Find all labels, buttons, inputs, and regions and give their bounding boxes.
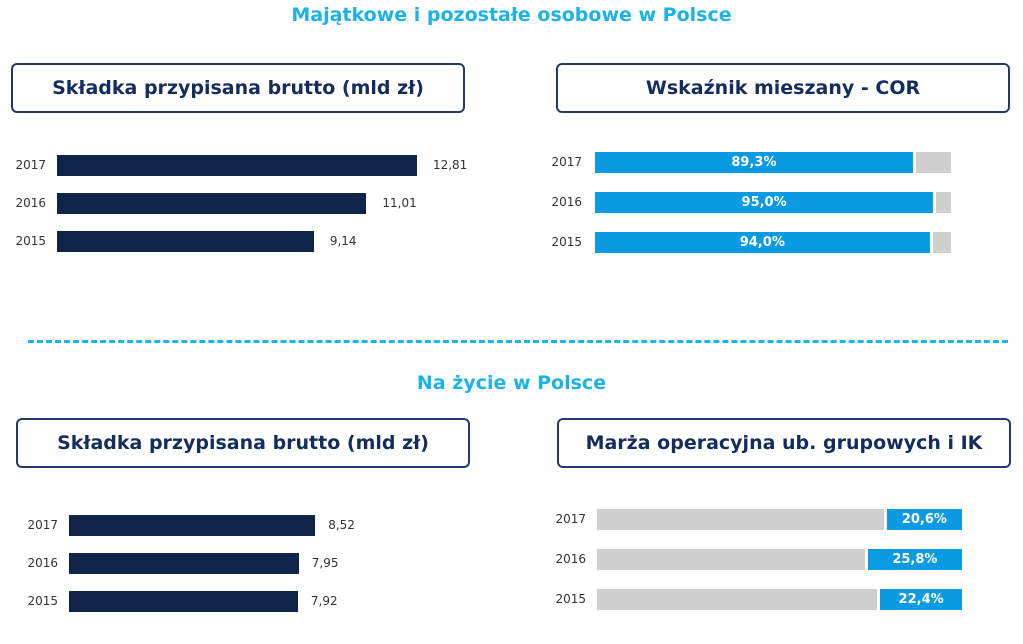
- panel-header-combined-ratio: Wskaźnik mieszany - COR: [556, 63, 1010, 113]
- year-label: 2017: [15, 158, 46, 172]
- data-label: 20,6%: [901, 512, 947, 527]
- bar: [69, 515, 316, 536]
- section-title-life: Na życie w Polsce: [416, 372, 607, 394]
- bar-value: [595, 192, 934, 213]
- bar-remainder: [597, 549, 865, 570]
- bar-remainder: [597, 589, 878, 610]
- year-label: 2016: [15, 196, 46, 210]
- panel-header-gross-premium-life: Składka przypisana brutto (mld zł): [16, 418, 470, 468]
- year-label: 2015: [555, 592, 586, 606]
- bar: [57, 155, 417, 176]
- panel-header-gross-premium-property: Składka przypisana brutto (mld zł): [11, 63, 465, 113]
- value-label: 8,52: [328, 518, 355, 532]
- year-label: 2017: [27, 518, 58, 532]
- bar: [57, 231, 314, 252]
- bar-value: [886, 509, 962, 530]
- bar-value: [595, 232, 930, 253]
- bar: [69, 591, 298, 612]
- value-label: 11,01: [382, 196, 417, 210]
- bar-remainder: [936, 192, 951, 213]
- data-label: 89,3%: [731, 155, 777, 170]
- bar-remainder: [932, 232, 951, 253]
- year-label: 2016: [551, 195, 582, 209]
- section-divider: [28, 340, 1008, 343]
- value-label: 9,14: [329, 234, 357, 248]
- year-label: 2017: [551, 155, 582, 169]
- data-label: 25,8%: [892, 552, 938, 567]
- value-label: 7,95: [311, 556, 339, 570]
- section-title-property: Majątkowe i pozostałe osobowe w Polsce: [291, 4, 732, 26]
- year-label: 2016: [27, 556, 58, 570]
- year-label: 2015: [551, 235, 582, 249]
- bar: [57, 193, 367, 214]
- year-label: 2017: [555, 512, 586, 526]
- year-label: 2015: [15, 234, 46, 248]
- bar-value: [880, 589, 962, 610]
- value-label: 7,92: [310, 594, 338, 608]
- data-label: 94,0%: [739, 235, 785, 250]
- data-label: 95,0%: [741, 195, 787, 210]
- panel-header-operating-margin: Marża operacyjna ub. grupowych i IK: [557, 418, 1011, 468]
- bar-value: [595, 152, 913, 173]
- year-label: 2015: [27, 594, 58, 608]
- bar-value: [867, 549, 962, 570]
- year-label: 2016: [555, 552, 586, 566]
- bar-remainder: [597, 509, 884, 530]
- value-label: 12,81: [432, 158, 468, 172]
- bar-remainder: [915, 152, 951, 173]
- bar: [69, 553, 299, 574]
- data-label: 22,4%: [898, 592, 944, 607]
